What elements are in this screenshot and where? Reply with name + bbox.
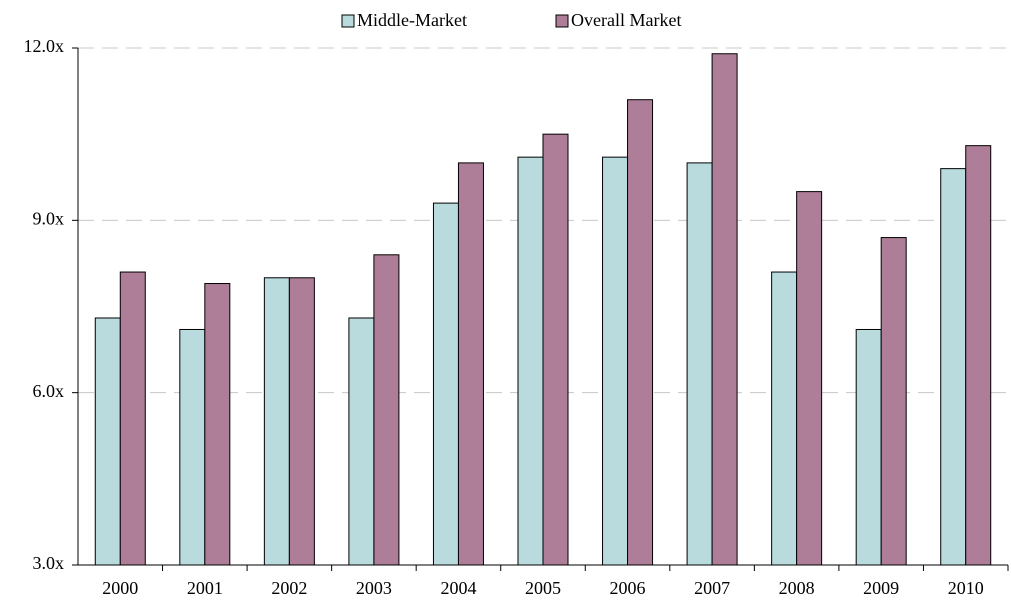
- legend-swatch: [341, 14, 355, 28]
- bar: [457, 162, 484, 566]
- bar: [880, 237, 907, 566]
- bar: [348, 317, 375, 566]
- x-tick-label: 2006: [610, 578, 646, 598]
- bar: [796, 191, 823, 566]
- x-tick-label: 2001: [187, 578, 223, 598]
- bar: [940, 168, 967, 566]
- bar: [517, 156, 544, 566]
- bar: [686, 162, 713, 566]
- legend-label: Overall Market: [571, 10, 681, 30]
- y-tick-label: 12.0x: [24, 36, 65, 56]
- bar: [771, 271, 798, 566]
- bar: [94, 317, 121, 566]
- x-tick-label: 2000: [102, 578, 138, 598]
- x-tick-label: 2005: [525, 578, 561, 598]
- bar: [965, 145, 992, 566]
- bar: [288, 277, 315, 566]
- x-tick-label: 2009: [863, 578, 899, 598]
- bar: [432, 202, 459, 566]
- bar: [855, 328, 882, 566]
- x-tick-label: 2010: [948, 578, 984, 598]
- y-tick-label: 3.0x: [33, 553, 65, 573]
- bar: [627, 99, 654, 566]
- bar: [179, 328, 206, 566]
- x-tick-label: 2007: [694, 578, 730, 598]
- x-tick-label: 2004: [440, 578, 476, 598]
- x-tick-label: 2008: [779, 578, 815, 598]
- bar: [204, 283, 231, 566]
- legend-swatch: [555, 14, 569, 28]
- bar: [119, 271, 146, 566]
- bar: [542, 133, 569, 566]
- y-tick-label: 6.0x: [33, 381, 65, 401]
- bar: [711, 53, 738, 566]
- legend-label: Middle-Market: [357, 10, 467, 30]
- bar: [263, 277, 290, 566]
- x-tick-label: 2003: [356, 578, 392, 598]
- bar: [373, 254, 400, 566]
- x-tick-label: 2002: [271, 578, 307, 598]
- bar: [602, 156, 629, 566]
- y-tick-label: 9.0x: [33, 208, 65, 228]
